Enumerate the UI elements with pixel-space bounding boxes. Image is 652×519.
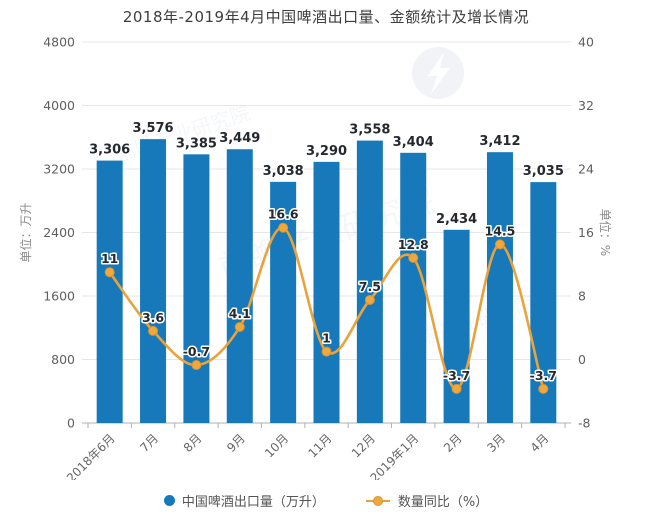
bar — [400, 152, 427, 423]
bar-value-label: 3,412 — [479, 134, 520, 149]
legend-line-label: 数量同比（%） — [397, 495, 489, 510]
bar-value-label: 3,449 — [219, 131, 260, 146]
bar — [270, 181, 297, 423]
x-axis-category-label: 12月 — [349, 431, 378, 460]
bar — [96, 160, 123, 423]
line-series: 11 3.6 -0.7 4.1 16.6 1 7.5 12.8 -3.7 14.5 -3.7 — [99, 205, 558, 394]
x-axis-category-label: 8月 — [181, 431, 205, 455]
bar-value-label: 3,035 — [523, 164, 564, 179]
right-axis-tick-label: 16 — [578, 225, 594, 240]
line-value-label: -3.7 — [530, 368, 557, 383]
line-point — [234, 321, 245, 332]
left-axis-tick-label: 0 — [67, 416, 75, 431]
legend-bar-label: 中国啤酒出口量（万升） — [181, 495, 325, 510]
line-point — [364, 294, 375, 305]
right-axis-tick-label: -8 — [578, 416, 591, 431]
x-axis-category-label: 3月 — [484, 431, 508, 455]
line-value-label: 12.8 — [398, 237, 429, 252]
line-point — [278, 222, 289, 233]
bar-value-label: 3,576 — [132, 121, 173, 136]
bar — [226, 149, 253, 423]
bar-value-label: 3,558 — [349, 123, 390, 138]
line-value-label: 16.6 — [268, 207, 299, 222]
line-point — [191, 360, 202, 371]
x-axis-category-label: 9月 — [224, 431, 248, 455]
bar — [530, 182, 557, 423]
line-value-label: 1 — [322, 331, 331, 346]
bar — [140, 139, 167, 423]
bar-value-label: 3,306 — [89, 143, 130, 158]
left-axis-tick-label: 4000 — [43, 98, 75, 113]
x-axis-category-label: 11月 — [305, 431, 334, 460]
line-point — [321, 346, 332, 357]
bar — [443, 229, 470, 423]
left-axis-tick-label: 800 — [51, 352, 75, 367]
right-axis-tick-label: 0 — [578, 352, 586, 367]
bar — [183, 154, 210, 424]
x-axis-category-label: 10月 — [262, 431, 291, 460]
bar-value-label: 3,385 — [176, 136, 217, 151]
x-axis-category-label: 2019年1月 — [367, 431, 421, 480]
right-axis-tick-label: 32 — [578, 98, 594, 113]
right-axis-title: 单位：% — [598, 209, 613, 256]
line-value-label: 4.1 — [229, 306, 251, 321]
line-point — [408, 252, 419, 263]
line-point — [494, 239, 505, 250]
legend-item-line-series[interactable]: 数量同比（%） — [365, 491, 488, 510]
bar — [313, 161, 340, 423]
x-axis-category-label: 2018年6月 — [64, 431, 118, 480]
x-axis-category-label: 4月 — [528, 431, 552, 455]
right-axis-tick-label: 24 — [578, 162, 594, 177]
line-value-label: 3.6 — [142, 310, 164, 325]
legend: 中国啤酒出口量（万升） 数量同比（%） — [0, 491, 652, 510]
legend-item-bar-series[interactable]: 中国啤酒出口量（万升） — [163, 491, 325, 510]
bar-value-label: 3,290 — [306, 144, 347, 159]
line-point — [148, 325, 159, 336]
plot-area: 前瞻产业研究院前瞻产业研究院前瞻产业研究院4800404000323200242… — [18, 35, 613, 481]
x-axis-category-label: 2月 — [441, 431, 465, 455]
bar-legend-marker-icon — [163, 495, 175, 506]
line-point — [104, 267, 115, 278]
line-value-label: -3.7 — [443, 368, 470, 383]
left-axis-tick-label: 4800 — [43, 35, 75, 50]
left-axis-title: 单位：万升 — [18, 202, 33, 262]
line-value-label: 11 — [101, 251, 118, 266]
line-point — [451, 383, 462, 394]
line-value-label: 14.5 — [485, 223, 516, 238]
bar — [356, 140, 383, 424]
bar — [486, 152, 513, 424]
right-axis-tick-label: 40 — [578, 35, 594, 50]
bar-value-label: 3,038 — [263, 164, 304, 179]
bar-value-label: 2,434 — [436, 212, 477, 227]
right-axis-tick-label: 8 — [578, 289, 586, 304]
left-axis-tick-label: 2400 — [43, 225, 75, 240]
x-axis-category-label: 7月 — [137, 431, 161, 455]
line-point — [538, 383, 549, 394]
chart-title: 2018年-2019年4月中国啤酒出口量、金额统计及增长情况 — [122, 8, 530, 26]
line-value-label: 7.5 — [359, 279, 381, 294]
left-axis-tick-label: 1600 — [43, 289, 75, 304]
watermark-logo-bolt-icon — [428, 52, 450, 94]
line-legend-marker-icon — [365, 495, 390, 506]
bar-value-label: 3,404 — [393, 135, 434, 150]
line-value-label: -0.7 — [183, 344, 210, 359]
left-axis-tick-label: 3200 — [43, 162, 75, 177]
